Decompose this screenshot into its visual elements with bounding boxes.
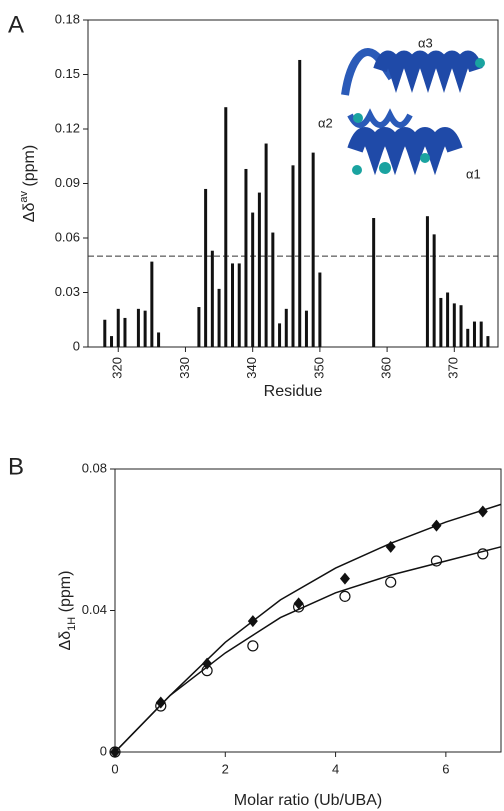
atom xyxy=(353,113,363,123)
circle-point xyxy=(155,700,167,712)
y-tick-label: 0.12 xyxy=(55,120,80,135)
bar xyxy=(318,272,322,347)
diamond-point xyxy=(477,505,488,518)
circle-point xyxy=(477,548,489,560)
y-tick-label: 0.06 xyxy=(55,229,80,244)
atom xyxy=(475,58,485,68)
bar xyxy=(217,288,221,347)
bar xyxy=(136,308,140,347)
bar xyxy=(372,218,376,347)
protein-inset: α3 α2 α1 xyxy=(318,35,485,181)
x-tick-label: 330 xyxy=(177,357,192,379)
bar xyxy=(284,308,288,347)
circle-point xyxy=(385,576,397,588)
y-label-part: (ppm) xyxy=(21,145,38,191)
x-tick-label: 350 xyxy=(311,357,326,379)
bar xyxy=(110,336,114,347)
atom xyxy=(352,165,362,175)
y-label-part: av xyxy=(18,191,30,203)
y-axis-label: Δδav (ppm) xyxy=(18,145,38,222)
bar xyxy=(271,232,275,347)
atom xyxy=(420,153,430,163)
bar xyxy=(446,292,450,347)
plot-frame xyxy=(114,468,502,753)
diamond-point xyxy=(339,572,350,585)
y-label-part: Δδ xyxy=(21,203,38,223)
bar xyxy=(123,317,127,347)
helix-3 xyxy=(373,50,483,93)
x-tick-label: 340 xyxy=(244,357,259,379)
bar xyxy=(304,310,308,347)
y-label-part: (ppm) xyxy=(57,571,74,617)
panel-label: B xyxy=(8,453,24,480)
x-axis-label: Residue xyxy=(264,383,323,400)
y-tick-label: 0.09 xyxy=(55,175,80,190)
x-tick-label: 0 xyxy=(111,761,118,776)
y-label-part: Δδ xyxy=(57,631,74,651)
y-tick-label: 0.04 xyxy=(82,602,107,617)
diamond-point xyxy=(293,597,304,610)
x-axis-label: Molar ratio (Ub/UBA) xyxy=(234,792,382,809)
x-tick-label: 320 xyxy=(110,357,125,379)
circle-point xyxy=(430,555,443,567)
bar xyxy=(264,143,268,347)
fit-line xyxy=(114,546,502,753)
bar xyxy=(479,321,483,347)
bar xyxy=(116,308,120,347)
y-tick-label: 0 xyxy=(73,338,80,353)
y-tick-label: 0.08 xyxy=(82,460,107,475)
bar xyxy=(486,336,490,347)
y-tick-label: 0.18 xyxy=(55,11,80,26)
y-label-part: 1H xyxy=(66,617,78,631)
circle-point xyxy=(109,746,121,758)
bar xyxy=(452,303,456,347)
bar xyxy=(103,319,107,347)
annotation: α3 xyxy=(418,35,433,50)
bar xyxy=(257,192,261,347)
helix-1 xyxy=(347,127,463,176)
y-axis-label: Δδ1H (ppm) xyxy=(57,571,78,651)
bar xyxy=(237,263,241,347)
diamond-point xyxy=(155,696,166,709)
circle-point xyxy=(247,640,259,652)
bar xyxy=(210,250,214,347)
bar xyxy=(459,305,463,347)
bar xyxy=(466,328,470,347)
y-tick-label: 0 xyxy=(100,743,107,758)
bar xyxy=(278,323,282,347)
bar xyxy=(425,216,429,347)
x-tick-label: 2 xyxy=(222,761,229,776)
bar xyxy=(204,188,208,347)
x-tick-label: 6 xyxy=(442,761,449,776)
bar xyxy=(197,307,201,347)
bar xyxy=(291,165,295,347)
x-tick-label: 370 xyxy=(446,357,461,379)
bar xyxy=(432,234,436,347)
bar xyxy=(311,152,315,347)
bar xyxy=(472,321,476,347)
fit-line xyxy=(114,503,502,753)
x-tick-label: 4 xyxy=(332,761,339,776)
bar xyxy=(157,332,161,347)
x-tick-label: 360 xyxy=(379,357,394,379)
circle-point xyxy=(339,590,351,602)
annotation: α1 xyxy=(466,166,481,181)
bar xyxy=(231,263,235,347)
bar xyxy=(244,168,248,347)
atom xyxy=(379,162,391,174)
bar xyxy=(224,107,228,347)
bar xyxy=(150,261,154,347)
bar xyxy=(439,297,443,347)
loop xyxy=(347,108,413,128)
bar xyxy=(251,212,255,347)
bar xyxy=(143,310,147,347)
annotation: α2 xyxy=(318,115,333,130)
y-tick-label: 0.03 xyxy=(55,284,80,299)
panel-label: A xyxy=(8,11,24,38)
y-tick-label: 0.15 xyxy=(55,66,80,81)
bar xyxy=(298,59,302,347)
